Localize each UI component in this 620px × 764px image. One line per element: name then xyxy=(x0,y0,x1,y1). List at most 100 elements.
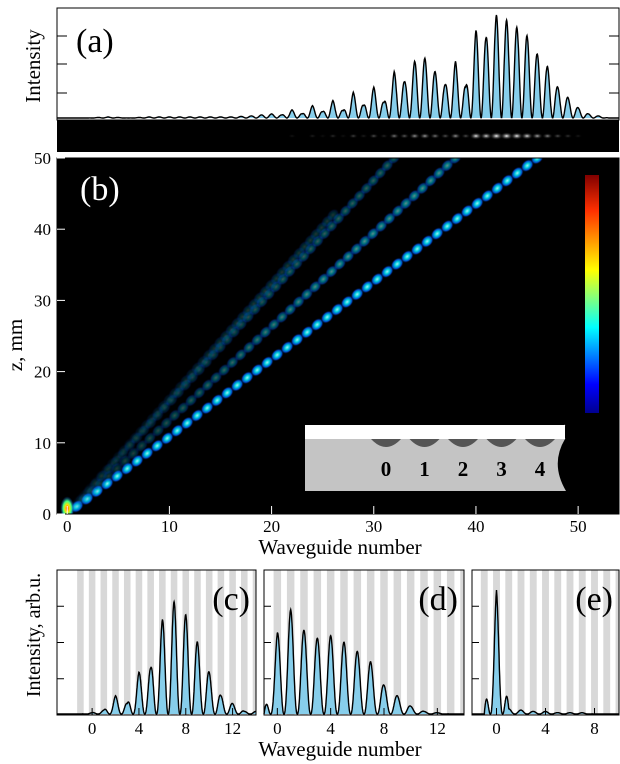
waveguide-stripe xyxy=(366,570,375,715)
input-hot-spot xyxy=(60,496,75,514)
inset-top-layer xyxy=(305,425,565,439)
beam-spot xyxy=(180,416,194,430)
strip-spot xyxy=(359,133,368,139)
beam-spot xyxy=(326,208,340,222)
waveguide-stripe xyxy=(112,570,119,715)
panel-e: 0 4 8 (e) xyxy=(471,569,620,738)
beam-spot xyxy=(387,158,401,165)
waveguide-stripe xyxy=(554,570,562,715)
beam-spot xyxy=(500,174,514,188)
strip-spot xyxy=(531,132,544,140)
x-tick-label: 50 xyxy=(570,517,587,536)
beam-spot xyxy=(520,159,534,173)
panel-d: 0 4 8 12 (d) xyxy=(263,569,465,738)
beam-spot xyxy=(310,318,324,332)
panel-label: (e) xyxy=(575,581,613,618)
strip-spot xyxy=(573,133,583,139)
beam-spot xyxy=(320,310,334,324)
bottom-xlabel: Waveguide number xyxy=(258,737,421,761)
waveguide-stripe xyxy=(505,570,513,715)
panel-c-ylabel: Intensity, arb.u. xyxy=(23,573,45,697)
inset-waveguide-label: 4 xyxy=(535,457,546,481)
beam-spot xyxy=(510,166,524,180)
waveguide-stripe xyxy=(241,570,248,715)
x-tick-label: 4 xyxy=(326,719,335,738)
strip-spot xyxy=(520,132,534,140)
strip-spot xyxy=(328,133,338,139)
y-tick-label: 30 xyxy=(34,291,51,310)
strip-spot xyxy=(479,132,493,140)
x-tick-label: 30 xyxy=(365,517,382,536)
beam-spot xyxy=(210,393,224,407)
waveguide-stripe xyxy=(380,570,388,715)
inset-waveguides: 0 1 2 3 4 xyxy=(371,439,555,481)
waveguide-stripe xyxy=(529,570,537,715)
panel-c: Intensity, arb.u. 0 4 8 12 (c) xyxy=(23,569,257,738)
x-tick-label: 12 xyxy=(429,719,446,738)
colorbar xyxy=(585,175,599,413)
inset-edge xyxy=(560,424,566,440)
beam-spot xyxy=(290,333,304,347)
waveguide-stripe xyxy=(147,570,154,715)
strip-spot xyxy=(318,133,327,139)
beam-spot xyxy=(380,265,394,279)
beam-spot xyxy=(160,431,174,445)
panel-a-area xyxy=(57,14,619,119)
x-tick-label: 8 xyxy=(380,719,389,738)
panel-label: (d) xyxy=(418,581,458,618)
beam-spot xyxy=(360,280,374,294)
inset-waveguide-label: 1 xyxy=(419,457,430,481)
panel-b-beams xyxy=(60,158,544,514)
waveguide-schematic-inset: 0 1 2 3 4 xyxy=(305,424,566,491)
intensity-curve xyxy=(57,14,619,119)
waveguide-stripe xyxy=(603,570,611,715)
beam-spot xyxy=(430,227,444,241)
strip-spot xyxy=(429,133,441,139)
strip-spot xyxy=(563,133,573,139)
panel-a-ylabel: Intensity xyxy=(21,29,45,103)
beam-spot xyxy=(470,196,484,210)
x-tick-label: 40 xyxy=(467,517,484,536)
intensity-curve xyxy=(263,606,464,715)
beam-spot xyxy=(200,401,214,415)
waveguide-stripe xyxy=(406,570,415,715)
beam-spot xyxy=(460,204,474,218)
strip-spot xyxy=(440,133,451,139)
x-tick-label: 8 xyxy=(182,719,191,738)
inset-waveguide-label: 3 xyxy=(496,457,507,481)
waveguide-stripe xyxy=(88,570,96,715)
beam-spot xyxy=(370,272,384,286)
waveguide-stripe xyxy=(393,570,402,715)
panel-b-frame xyxy=(56,157,620,515)
strip-spot xyxy=(541,133,553,139)
strip-spot xyxy=(348,133,359,139)
y-tick-label: 10 xyxy=(34,434,51,453)
waveguide-stripe xyxy=(252,570,256,715)
waveguide-stripe xyxy=(100,570,108,715)
beam-spot xyxy=(450,212,464,226)
panel-b-xlabel: Waveguide number xyxy=(258,535,421,559)
panel-background xyxy=(264,570,464,715)
x-tick-label: 0 xyxy=(63,517,72,536)
waveguide-stripe xyxy=(353,570,362,715)
x-tick-label: 4 xyxy=(541,719,550,738)
beam-spot xyxy=(270,348,284,362)
strip-spot xyxy=(489,132,504,140)
x-tick-label: 8 xyxy=(590,719,599,738)
x-tick-label: 0 xyxy=(88,719,97,738)
panel-a-ticks xyxy=(57,35,619,94)
beam-spot xyxy=(340,295,354,309)
strip-spot xyxy=(308,133,317,139)
strip-spot xyxy=(499,132,514,140)
beam-spot xyxy=(410,242,424,256)
waveguide-stripe xyxy=(517,570,525,715)
inset-waveguide xyxy=(371,439,401,447)
strip-spot xyxy=(510,132,524,140)
inset-waveguide xyxy=(409,439,440,447)
beam-spot xyxy=(300,325,314,339)
inset-substrate xyxy=(305,439,566,491)
waveguide-stripe xyxy=(135,570,143,715)
beam-spot xyxy=(190,408,204,423)
strip-spot xyxy=(399,133,410,139)
